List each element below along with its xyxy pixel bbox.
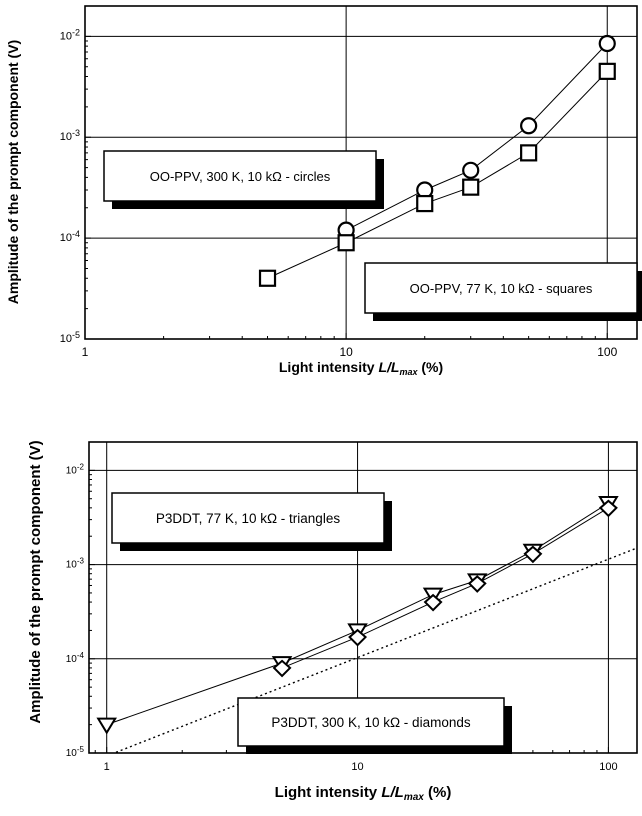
marker-diamond xyxy=(348,628,368,647)
y-tick-exponent: -3 xyxy=(72,128,80,138)
marker-square xyxy=(337,234,355,252)
y-tick-label: 10-4 xyxy=(66,651,85,665)
marker-diamond xyxy=(423,593,443,612)
marker-circle xyxy=(462,161,480,179)
y-tick-base: 10 xyxy=(66,560,78,571)
x-axis-label: Light intensity L/Lmax (%) xyxy=(279,359,443,377)
y-tick-exponent: -2 xyxy=(77,462,85,471)
y-tick-base: 10 xyxy=(60,131,72,143)
legend-box xyxy=(237,697,505,747)
y-tick-base: 10 xyxy=(66,654,78,665)
legend-box xyxy=(364,262,638,314)
y-axis-label: Amplitude of the prompt component (V) xyxy=(27,440,44,723)
y-tick-base: 10 xyxy=(60,232,72,244)
y-tick-label: 10-2 xyxy=(66,462,85,476)
y-tick-exponent: -4 xyxy=(77,651,85,660)
x-label-variable: L/L xyxy=(381,784,404,801)
marker-circle xyxy=(520,117,538,135)
series-line-diamond xyxy=(281,507,609,669)
marker-square xyxy=(462,178,480,196)
y-tick-base: 10 xyxy=(66,748,78,759)
x-label-unit: (%) xyxy=(424,784,452,801)
y-tick-label: 10-5 xyxy=(60,330,80,345)
y-tick-base: 10 xyxy=(60,30,72,42)
x-tick-label: 1 xyxy=(104,761,110,773)
x-label-prefix: Light intensity xyxy=(275,784,382,801)
y-tick-exponent: -5 xyxy=(77,745,85,754)
y-tick-label: 10-2 xyxy=(60,27,80,42)
y-tick-label: 10-3 xyxy=(60,128,80,143)
legend-text: OO-PPV, 300 K, 10 kΩ - circles xyxy=(150,169,331,184)
legend-box xyxy=(103,150,377,202)
x-label-subscript: max xyxy=(399,367,418,377)
marker-diamond xyxy=(523,545,543,564)
legend-text: P3DDT, 77 K, 10 kΩ - triangles xyxy=(156,511,340,526)
marker-square xyxy=(520,144,538,162)
y-tick-exponent: -5 xyxy=(72,330,80,340)
x-axis-label: Light intensity L/Lmax (%) xyxy=(275,784,452,803)
x-tick-label: 10 xyxy=(351,761,363,773)
y-tick-exponent: -2 xyxy=(72,27,80,37)
legend-text: P3DDT, 300 K, 10 kΩ - diamonds xyxy=(271,715,470,730)
marker-square xyxy=(598,62,616,80)
series-line-square xyxy=(267,71,608,279)
marker-square xyxy=(416,194,434,213)
y-axis-label: Amplitude of the prompt component (V) xyxy=(5,40,21,304)
y-tick-label: 10-5 xyxy=(66,745,85,759)
x-tick-label: 1 xyxy=(82,345,89,359)
y-tick-base: 10 xyxy=(66,465,78,476)
marker-square xyxy=(258,269,277,287)
y-tick-label: 10-4 xyxy=(60,229,80,244)
y-tick-exponent: -3 xyxy=(77,557,85,566)
x-label-unit: (%) xyxy=(417,359,443,375)
x-label-subscript: max xyxy=(404,792,424,803)
x-tick-label: 100 xyxy=(597,345,617,359)
x-label-prefix: Light intensity xyxy=(279,359,379,375)
y-tick-label: 10-3 xyxy=(66,557,85,571)
marker-diamond xyxy=(467,575,487,593)
marker-triangle-down xyxy=(96,717,117,735)
marker-diamond xyxy=(598,499,618,518)
x-tick-label: 100 xyxy=(599,761,617,773)
marker-circle xyxy=(598,34,616,53)
y-tick-exponent: -4 xyxy=(72,229,80,239)
x-label-variable: L/L xyxy=(378,359,399,375)
x-tick-label: 10 xyxy=(339,345,353,359)
y-tick-base: 10 xyxy=(60,333,72,345)
legend-text: OO-PPV, 77 K, 10 kΩ - squares xyxy=(410,281,593,296)
legend-box xyxy=(111,492,385,544)
plot-frame xyxy=(84,5,638,340)
marker-diamond xyxy=(272,659,292,678)
